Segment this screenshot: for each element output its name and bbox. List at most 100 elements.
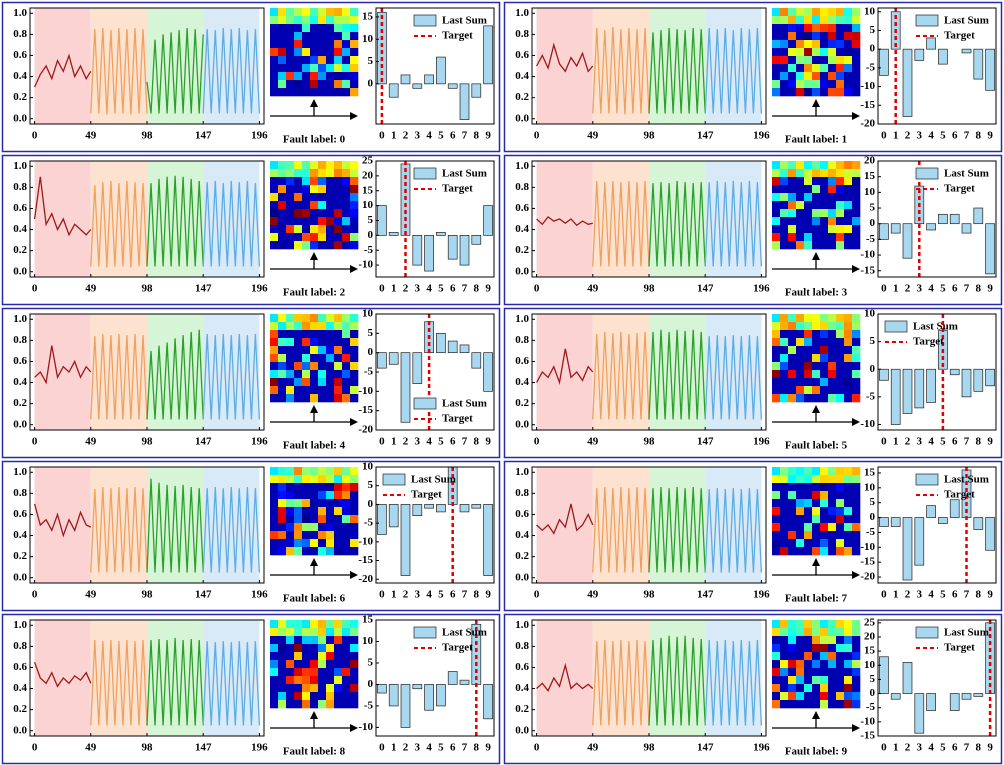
heatmap-cell <box>812 676 821 685</box>
bar <box>879 517 889 527</box>
heatmap-cell <box>780 185 789 194</box>
x-tick-label: 5 <box>438 436 444 448</box>
x-tick-label: 7 <box>462 742 468 754</box>
heatmap-cell <box>772 394 781 403</box>
legend-label: Target <box>944 489 975 501</box>
x-tick-label: 49 <box>587 589 599 601</box>
heatmap-cell <box>852 177 861 186</box>
signal-line <box>34 345 92 385</box>
heatmap-cell <box>772 209 781 218</box>
legend-label: Target <box>442 413 473 425</box>
heatmap-cell <box>804 8 813 17</box>
x-tick-label: 9 <box>987 589 993 601</box>
heatmap-cell <box>294 314 303 323</box>
y-tick-label: -5 <box>866 390 876 402</box>
heatmap-cell <box>326 8 335 17</box>
heatmap-cell <box>812 668 821 677</box>
y-tick-label: 0.2 <box>515 703 529 715</box>
heatmap-cell <box>310 644 319 653</box>
x-tick-label: 4 <box>928 283 934 295</box>
heatmap-cell <box>780 507 789 516</box>
heatmap-cell <box>780 475 789 484</box>
heatmap-cell <box>828 394 837 403</box>
x-tick-label: 49 <box>85 283 97 295</box>
heatmap-cell <box>318 169 327 178</box>
heatmap-cell <box>788 24 797 33</box>
heatmap-cell <box>844 652 853 661</box>
signal-line <box>592 180 650 267</box>
heatmap-cell <box>844 636 853 645</box>
heatmap-cell <box>270 338 279 347</box>
x-tick-label: 2 <box>905 589 911 601</box>
x-tick-label: 98 <box>142 130 154 142</box>
heatmap-cell <box>310 370 319 379</box>
heatmap-cell <box>342 185 351 194</box>
y-tick-label: 0.2 <box>515 397 529 409</box>
heatmap-cell <box>310 24 319 33</box>
heatmap-cell <box>334 539 343 548</box>
panel-border <box>503 1 1003 153</box>
heatmap-cell <box>788 676 797 685</box>
heatmap-cell <box>270 56 279 65</box>
plot-frame <box>375 313 495 431</box>
heatmap-cell <box>836 64 845 73</box>
heatmap-cell <box>350 8 359 17</box>
heatmap-cell <box>286 394 295 403</box>
heatmap-cell <box>804 241 813 250</box>
heatmap-cell <box>302 330 311 339</box>
heatmap-cell <box>820 491 829 500</box>
heatmap-cell <box>302 338 311 347</box>
heatmap-cell <box>788 628 797 637</box>
heatmap-cell <box>334 48 343 57</box>
heatmap-cell <box>820 169 829 178</box>
heatmap-cell <box>342 660 351 669</box>
y-tick-label: 5 <box>368 656 374 668</box>
heatmap-cell <box>772 539 781 548</box>
heatmap-cell <box>350 547 359 556</box>
x-tick-label: 7 <box>462 589 468 601</box>
heatmap-cell <box>788 314 797 323</box>
heatmap-cell <box>796 523 805 532</box>
heatmap-cell <box>820 80 829 89</box>
heatmap-cell <box>804 201 813 210</box>
y-tick-label: 0.4 <box>515 682 529 694</box>
y-tick-label: 0.6 <box>13 661 27 673</box>
heatmap-cell <box>334 40 343 49</box>
signal-line <box>90 27 148 115</box>
heatmap-cell <box>326 32 335 41</box>
heatmap-cell <box>796 620 805 629</box>
heatmap-cell <box>294 233 303 242</box>
signal-line <box>202 641 261 726</box>
heatmap-cell <box>828 499 837 508</box>
x-tick-label: 5 <box>438 742 444 754</box>
heatmap-cell <box>334 386 343 395</box>
heatmap-cell <box>342 177 351 186</box>
heatmap-cell <box>796 370 805 379</box>
bar <box>447 235 458 260</box>
heatmap-cell <box>310 515 319 524</box>
heatmap-cell <box>302 644 311 653</box>
x-tick-label: 147 <box>195 283 212 295</box>
bar <box>412 235 423 266</box>
heatmap-cell <box>294 668 303 677</box>
x-tick-label: 0 <box>32 130 38 142</box>
heatmap-cell <box>852 161 861 170</box>
heatmap-cell <box>844 72 853 81</box>
x-tick-label: 5 <box>438 130 444 142</box>
y-tick-label: 0.2 <box>13 91 27 103</box>
heatmap-cell <box>796 507 805 516</box>
y-tick-label: 1.0 <box>515 619 529 631</box>
signal-line <box>146 175 204 267</box>
bar <box>483 205 493 236</box>
heatmap-cell <box>286 499 295 508</box>
y-tick-label: 0.6 <box>13 355 27 367</box>
heatmap-cell <box>836 72 845 81</box>
heatmap-cell <box>772 475 781 484</box>
heatmap-cell <box>836 354 845 363</box>
heatmap-cell <box>852 314 861 323</box>
legend-swatch <box>413 397 437 410</box>
heatmap-cell <box>350 80 359 89</box>
y-tick-label: 0.8 <box>13 28 27 40</box>
heatmap-cell <box>836 338 845 347</box>
